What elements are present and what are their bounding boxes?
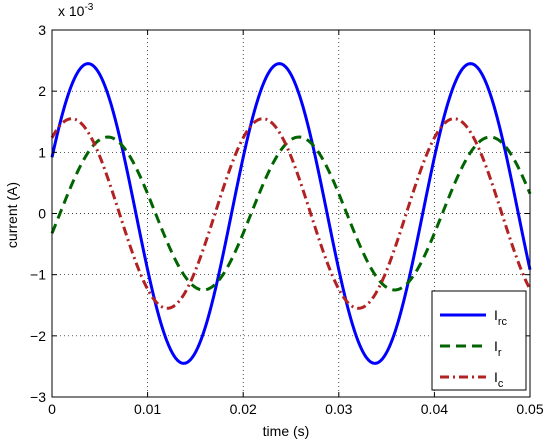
tick-labels: 0 0.01 0.02 0.03 0.04 0.05 −3 −2 −1 0 1 2 3: [30, 22, 544, 417]
legend-label-Ic: Ic: [494, 369, 504, 390]
x-tick-label: 0.04: [421, 401, 448, 417]
legend-label-subscript: rc: [498, 316, 508, 328]
series-line-Irc: [50, 62, 532, 365]
y-tick-label: 3: [38, 22, 46, 38]
legend-label-subscript: c: [498, 378, 504, 390]
y-tick-label: 1: [38, 144, 46, 160]
y-tick-label: 2: [38, 83, 46, 99]
legend-label-Irc: Irc: [494, 307, 508, 328]
x-tick-label: 0.05: [516, 401, 543, 417]
y-axis-label: current (A): [4, 182, 20, 248]
x-tick-label: 0: [48, 401, 56, 417]
x-axis-label: time (s): [263, 423, 310, 439]
tick-marks: [51, 29, 531, 398]
x-tick-label: 0.02: [230, 401, 257, 417]
y-tick-label: −1: [30, 267, 46, 283]
y-axis-exponent: x 10-3: [58, 2, 94, 19]
y-tick-label: −3: [30, 389, 46, 405]
x-tick-label: 0.01: [134, 401, 161, 417]
legend-label-Ir: Ir: [494, 338, 502, 359]
series-line-Ic: [50, 117, 532, 310]
legend-label-main: I: [494, 338, 498, 354]
legend-label-main: I: [494, 307, 498, 323]
legend-box: [431, 290, 527, 391]
legend-label-main: I: [494, 369, 498, 385]
legend-label-subscript: r: [498, 347, 502, 359]
y-tick-label: −2: [30, 328, 46, 344]
x-tick-label: 0.03: [325, 401, 352, 417]
series-lines: [50, 62, 532, 365]
y-tick-label: 0: [38, 206, 46, 222]
series-line-Ir: [50, 135, 532, 292]
